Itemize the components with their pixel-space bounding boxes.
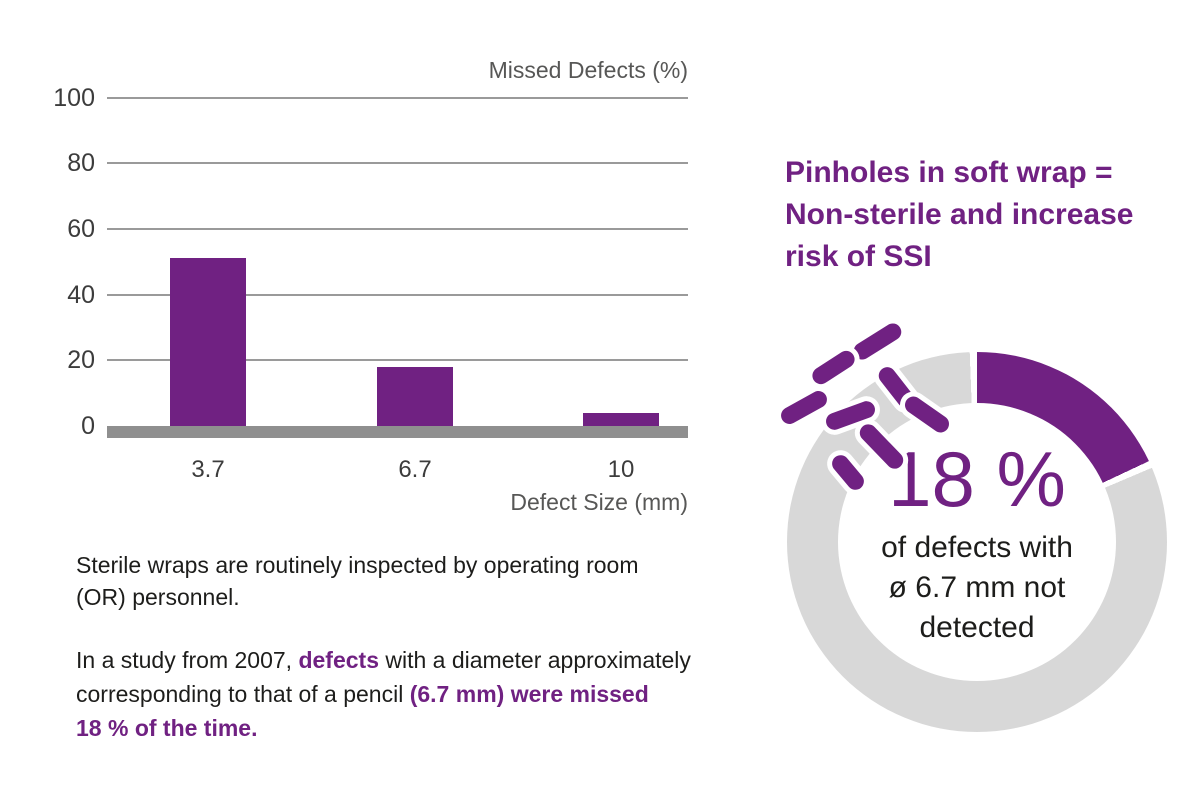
bar-10mm — [583, 412, 659, 427]
x-axis-baseline — [107, 426, 688, 438]
y-tick-label: 60 — [67, 214, 95, 243]
y-tick-label: 0 — [81, 412, 95, 440]
heading-line: Non-sterile and increase — [785, 198, 1134, 231]
caption-text: In a study from 2007, — [76, 647, 299, 673]
bar-6.7mm — [377, 366, 453, 427]
donut-chart: 18 % of defects with ø 6.7 mm not detect… — [787, 352, 1167, 732]
y-tick-label: 40 — [67, 280, 95, 309]
caption-highlight: (6.7 mm) were missed — [409, 681, 649, 707]
caption-highlight: defects — [298, 647, 379, 673]
donut-value-label: 18 % — [888, 435, 1066, 523]
donut-description-line: ø 6.7 mm not — [888, 571, 1066, 604]
y-tick-label: 80 — [67, 149, 95, 178]
donut-description-line: detected — [919, 611, 1035, 644]
donut-description: of defects with ø 6.7 mm not detected — [787, 528, 1167, 648]
caption-line: Sterile wraps are routinely inspected by… — [76, 552, 639, 578]
gridline — [107, 162, 688, 165]
caption-line: 18 % of the time. — [76, 711, 691, 745]
caption-line: (OR) personnel. — [76, 584, 240, 610]
donut-description-line: of defects with — [881, 531, 1073, 564]
gridline — [107, 359, 688, 362]
bacteria-icon — [778, 387, 830, 428]
bar-3.7mm — [170, 258, 246, 427]
y-tick-label: 20 — [67, 346, 95, 375]
caption-text: corresponding to that of a pencil — [76, 681, 410, 707]
x-tick-label: 3.7 — [191, 456, 225, 483]
y-tick-label: 100 — [53, 83, 95, 112]
caption-paragraph-1: Sterile wraps are routinely inspected by… — [76, 549, 691, 613]
caption-text: with a diameter approximately — [379, 647, 691, 673]
caption-line: corresponding to that of a pencil (6.7 m… — [76, 677, 691, 711]
heading-line: risk of SSI — [785, 240, 932, 273]
section-heading: Pinholes in soft wrap = Non-sterile and … — [785, 152, 1133, 278]
caption-block: Sterile wraps are routinely inspected by… — [76, 549, 691, 745]
gridline — [107, 96, 688, 99]
x-tick-label: 10 — [607, 456, 635, 483]
gridline — [107, 293, 688, 296]
chart-title: Missed Defects (%) — [488, 57, 688, 83]
caption-line: In a study from 2007, defects with a dia… — [76, 643, 691, 677]
caption-paragraph-2: In a study from 2007, defects with a dia… — [76, 643, 691, 745]
bacteria-icon — [850, 320, 905, 363]
caption-highlight: 18 % of the time. — [76, 715, 258, 741]
gridline — [107, 227, 688, 230]
bacteria-icon — [809, 347, 858, 388]
heading-line: Pinholes in soft wrap = — [785, 156, 1113, 189]
x-tick-label: 6.7 — [398, 456, 432, 483]
x-axis-title: Defect Size (mm) — [510, 489, 688, 515]
